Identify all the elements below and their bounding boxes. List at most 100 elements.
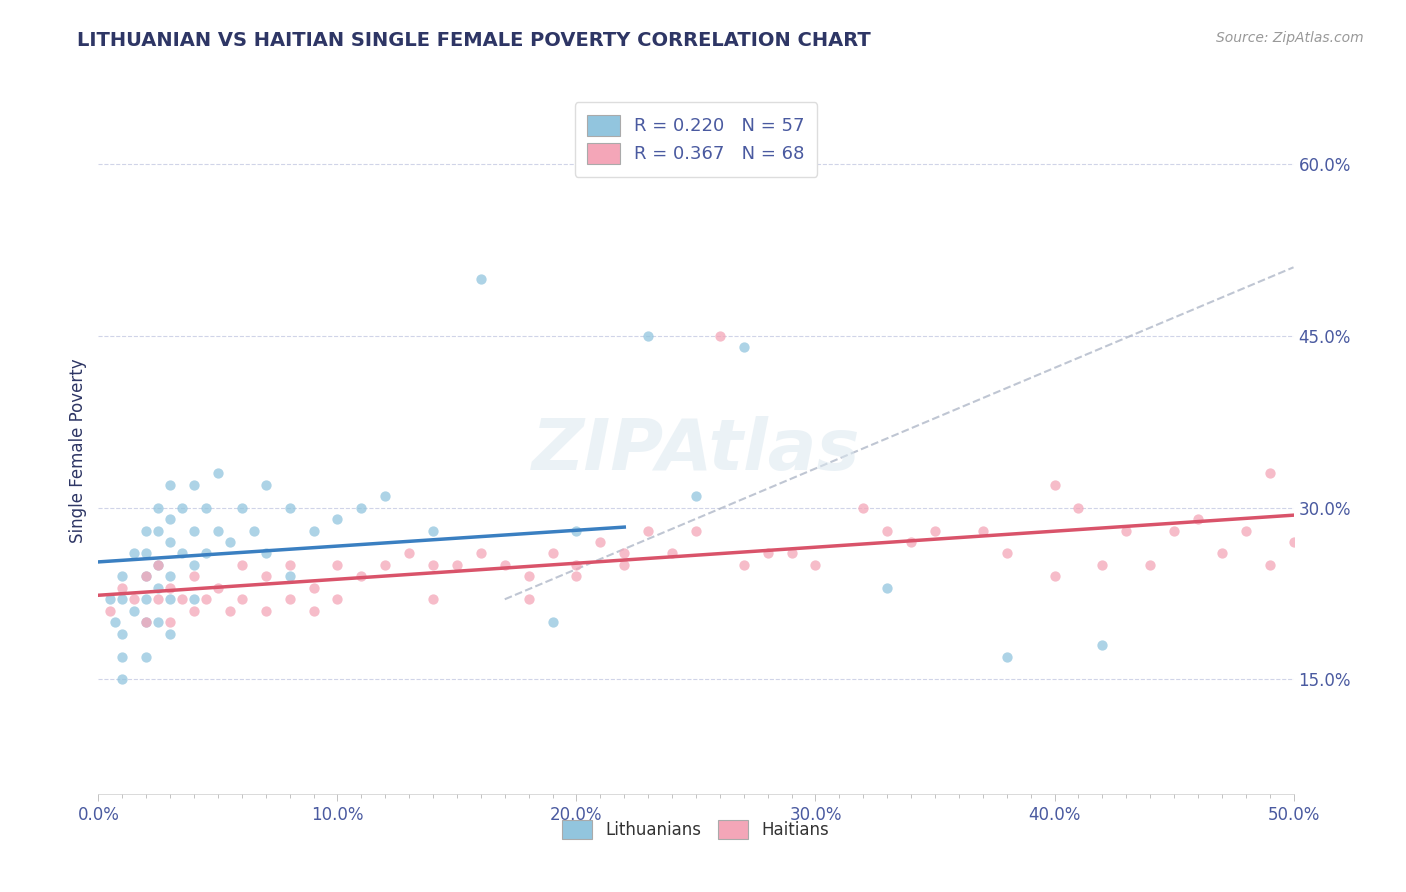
- Point: [1115, 524, 1137, 538]
- Point: [613, 558, 636, 572]
- Point: [183, 478, 205, 492]
- Point: [326, 558, 349, 572]
- Point: [159, 581, 181, 595]
- Point: [111, 649, 134, 664]
- Point: [804, 558, 827, 572]
- Point: [219, 604, 242, 618]
- Point: [195, 500, 218, 515]
- Point: [219, 535, 242, 549]
- Point: [104, 615, 127, 630]
- Point: [589, 535, 612, 549]
- Point: [1234, 524, 1257, 538]
- Point: [1043, 569, 1066, 583]
- Point: [183, 592, 205, 607]
- Point: [172, 500, 194, 515]
- Point: [172, 592, 194, 607]
- Point: [924, 524, 946, 538]
- Point: [231, 592, 253, 607]
- Point: [350, 500, 373, 515]
- Point: [207, 467, 229, 481]
- Point: [124, 592, 146, 607]
- Point: [685, 489, 707, 503]
- Point: [231, 558, 253, 572]
- Point: [111, 592, 134, 607]
- Point: [470, 271, 492, 285]
- Point: [565, 558, 588, 572]
- Point: [1091, 638, 1114, 652]
- Point: [278, 569, 301, 583]
- Point: [135, 569, 157, 583]
- Point: [148, 592, 170, 607]
- Point: [195, 546, 218, 561]
- Point: [159, 626, 181, 640]
- Point: [243, 524, 266, 538]
- Point: [135, 569, 157, 583]
- Point: [661, 546, 683, 561]
- Point: [422, 524, 444, 538]
- Point: [278, 500, 301, 515]
- Point: [183, 569, 205, 583]
- Point: [254, 604, 277, 618]
- Point: [374, 489, 396, 503]
- Point: [135, 546, 157, 561]
- Text: ZIPAtlas: ZIPAtlas: [531, 416, 860, 485]
- Point: [207, 524, 229, 538]
- Point: [1187, 512, 1209, 526]
- Point: [541, 615, 564, 630]
- Point: [995, 546, 1018, 561]
- Point: [900, 535, 922, 549]
- Point: [733, 558, 755, 572]
- Point: [756, 546, 779, 561]
- Point: [709, 329, 731, 343]
- Point: [183, 558, 205, 572]
- Point: [159, 569, 181, 583]
- Point: [613, 546, 636, 561]
- Point: [159, 512, 181, 526]
- Point: [374, 558, 396, 572]
- Point: [98, 604, 122, 618]
- Point: [1139, 558, 1161, 572]
- Point: [135, 615, 157, 630]
- Point: [326, 512, 349, 526]
- Point: [183, 604, 205, 618]
- Point: [254, 569, 277, 583]
- Point: [111, 626, 134, 640]
- Point: [111, 581, 134, 595]
- Point: [159, 478, 181, 492]
- Point: [1282, 535, 1305, 549]
- Point: [565, 569, 588, 583]
- Point: [124, 546, 146, 561]
- Point: [135, 649, 157, 664]
- Point: [470, 546, 492, 561]
- Point: [733, 341, 755, 355]
- Point: [326, 592, 349, 607]
- Point: [446, 558, 468, 572]
- Point: [159, 535, 181, 549]
- Point: [494, 558, 516, 572]
- Point: [148, 558, 170, 572]
- Point: [398, 546, 420, 561]
- Point: [231, 500, 253, 515]
- Point: [135, 524, 157, 538]
- Point: [302, 581, 325, 595]
- Point: [995, 649, 1018, 664]
- Point: [124, 604, 146, 618]
- Point: [637, 524, 659, 538]
- Point: [1258, 558, 1281, 572]
- Point: [148, 558, 170, 572]
- Point: [1043, 478, 1066, 492]
- Point: [1067, 500, 1090, 515]
- Legend: Lithuanians, Haitians: Lithuanians, Haitians: [554, 812, 838, 847]
- Y-axis label: Single Female Poverty: Single Female Poverty: [69, 359, 87, 542]
- Point: [350, 569, 373, 583]
- Point: [852, 500, 875, 515]
- Point: [517, 592, 540, 607]
- Point: [541, 546, 564, 561]
- Point: [207, 581, 229, 595]
- Point: [302, 524, 325, 538]
- Point: [148, 581, 170, 595]
- Point: [172, 546, 194, 561]
- Point: [159, 615, 181, 630]
- Point: [111, 569, 134, 583]
- Point: [302, 604, 325, 618]
